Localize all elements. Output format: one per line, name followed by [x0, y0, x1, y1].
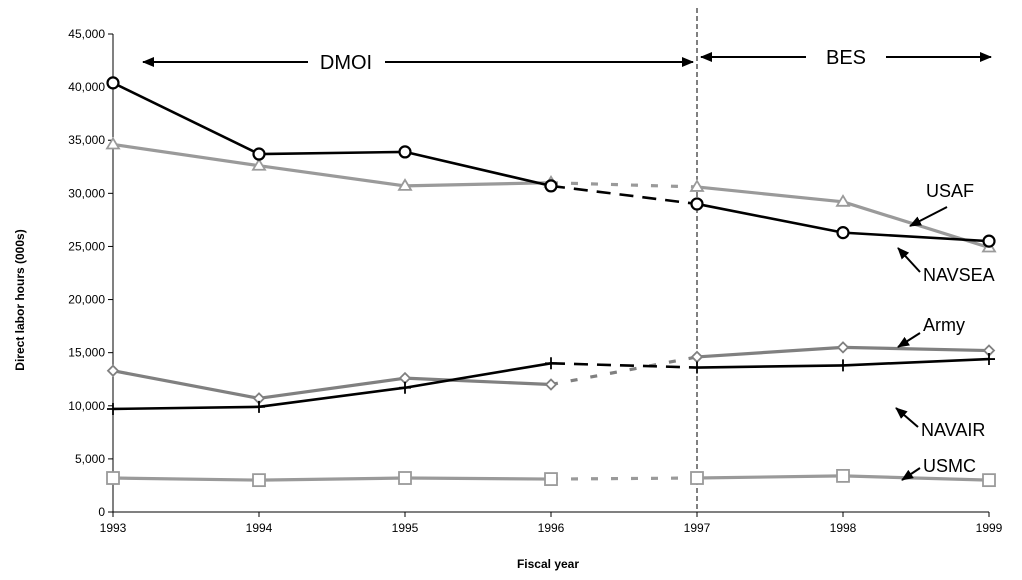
series-usmc	[106, 468, 996, 488]
data-point	[253, 400, 265, 413]
series-navsea	[106, 76, 996, 248]
data-point	[106, 76, 120, 90]
label-pointer-navair	[895, 407, 919, 428]
series-segment	[550, 184, 698, 206]
data-point	[251, 157, 267, 171]
series-segment	[550, 355, 698, 387]
y-tick-label: 35,000	[68, 133, 105, 147]
data-point	[836, 226, 850, 240]
data-point	[982, 234, 996, 248]
series-segment	[696, 345, 844, 359]
y-tick-label: 0	[98, 505, 105, 519]
series-label-navair: NAVAIR	[921, 420, 985, 440]
y-tick-label: 45,000	[68, 27, 105, 41]
data-point	[399, 381, 411, 394]
data-point	[691, 361, 703, 374]
series-segment	[404, 181, 552, 188]
series-label-usaf: USAF	[926, 181, 974, 201]
data-point	[690, 471, 704, 485]
series-segment	[112, 81, 260, 156]
data-point	[690, 350, 704, 364]
data-point	[544, 378, 558, 391]
series-segment	[404, 150, 552, 188]
data-point	[398, 371, 412, 385]
data-point	[105, 136, 121, 150]
data-point	[836, 468, 850, 483]
x-tick-label: 1993	[100, 521, 127, 535]
bes-label: BES	[826, 47, 866, 69]
series-army	[106, 341, 996, 405]
series-label-navsea: NAVSEA	[923, 265, 995, 285]
data-point	[545, 357, 557, 370]
x-tick-label: 1994	[246, 521, 273, 535]
series-segment	[842, 345, 990, 353]
data-point	[107, 402, 119, 415]
y-tick-label: 25,000	[68, 239, 105, 253]
series-segment	[696, 474, 844, 480]
series-segment	[258, 476, 406, 482]
series-label-usmc: USMC	[923, 456, 976, 476]
label-pointer-navsea	[897, 247, 921, 273]
label-pointer-army	[897, 332, 921, 348]
series-segment	[112, 142, 260, 168]
data-point	[982, 473, 996, 488]
series-segment	[258, 376, 406, 400]
data-point	[398, 145, 412, 159]
y-axis-title: Direct labor hours (000s)	[13, 229, 27, 370]
series-segment	[842, 357, 990, 367]
y-tick-label: 10,000	[68, 399, 105, 413]
series-segment	[550, 181, 698, 189]
series-label-army: Army	[923, 315, 965, 335]
series-segment	[842, 231, 990, 243]
data-point	[252, 147, 266, 161]
y-tick-label: 20,000	[68, 293, 105, 307]
data-point	[106, 364, 120, 377]
dmoi-label: DMOI	[320, 52, 372, 74]
data-point	[836, 341, 850, 354]
series-segment	[112, 405, 260, 411]
x-tick-label: 1996	[538, 521, 565, 535]
series-segment	[404, 362, 552, 390]
x-axis-title: Fiscal year	[517, 557, 579, 571]
series-segment	[258, 386, 406, 409]
x-tick-label: 1995	[392, 521, 419, 535]
data-point	[837, 359, 849, 372]
data-point	[544, 472, 558, 486]
x-tick-label: 1999	[976, 521, 1003, 535]
x-tick-label: 1998	[830, 521, 857, 535]
label-pointer-usaf	[909, 206, 948, 227]
series-segment	[112, 369, 260, 400]
series-segment	[696, 364, 844, 369]
series-segment	[696, 202, 844, 234]
y-tick-label: 40,000	[68, 80, 105, 94]
data-point	[689, 179, 705, 192]
series-segment	[112, 476, 260, 482]
y-tick-label: 15,000	[68, 346, 105, 360]
series-segment	[258, 164, 406, 188]
data-point	[544, 179, 558, 193]
label-pointer-usmc	[901, 467, 921, 481]
series-segment	[258, 150, 406, 156]
data-point	[252, 473, 266, 488]
series-segment	[550, 361, 698, 369]
series-segment	[550, 476, 698, 481]
data-point	[397, 178, 413, 191]
data-point	[690, 197, 704, 211]
y-tick-label: 5,000	[75, 452, 105, 466]
series-segment	[696, 185, 844, 204]
data-point	[398, 471, 412, 485]
y-tick-label: 30,000	[68, 186, 105, 200]
x-tick-label: 1997	[684, 521, 711, 535]
series-segment	[842, 474, 990, 482]
series-segment	[404, 476, 552, 481]
series-navair	[107, 353, 995, 415]
data-point	[106, 471, 120, 485]
data-point	[835, 194, 851, 207]
series-segment	[404, 376, 552, 387]
data-point	[983, 353, 995, 366]
